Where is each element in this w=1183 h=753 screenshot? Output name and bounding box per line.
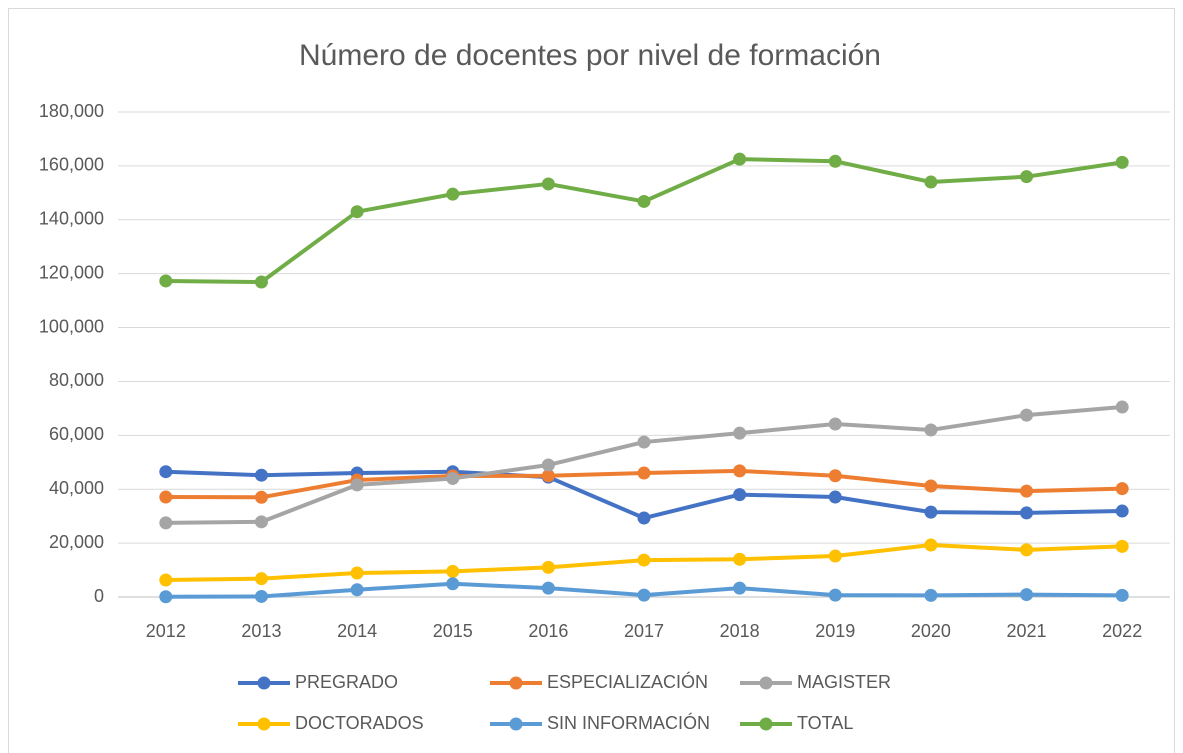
data-point — [254, 589, 268, 603]
data-point — [637, 553, 651, 567]
data-point — [1115, 155, 1129, 169]
x-tick-label: 2020 — [911, 621, 951, 641]
data-point — [446, 564, 460, 578]
x-tick-label: 2012 — [146, 621, 186, 641]
x-tick-label: 2015 — [433, 621, 473, 641]
data-point — [637, 511, 651, 525]
data-point — [446, 187, 460, 201]
data-point — [254, 468, 268, 482]
y-tick-label: 180,000 — [39, 101, 104, 121]
data-point — [1020, 588, 1034, 602]
data-point — [828, 417, 842, 431]
data-point — [541, 458, 555, 472]
data-point — [350, 566, 364, 580]
data-point — [1115, 504, 1129, 518]
x-tick-label: 2014 — [337, 621, 377, 641]
data-point — [828, 490, 842, 504]
data-point — [828, 154, 842, 168]
data-point — [159, 516, 173, 530]
y-tick-label: 20,000 — [49, 532, 104, 552]
data-point — [254, 572, 268, 586]
data-point — [350, 583, 364, 597]
data-point — [1115, 539, 1129, 553]
x-tick-label: 2017 — [624, 621, 664, 641]
x-tick-label: 2019 — [815, 621, 855, 641]
data-point — [828, 549, 842, 563]
data-point — [350, 478, 364, 492]
data-point — [924, 175, 938, 189]
legend-label: MAGISTER — [797, 672, 891, 692]
y-tick-label: 160,000 — [39, 155, 104, 175]
y-tick-label: 60,000 — [49, 424, 104, 444]
data-point — [159, 490, 173, 504]
data-point — [1115, 482, 1129, 496]
chart-border — [8, 8, 1175, 753]
chart-title: Número de docentes por nivel de formació… — [299, 39, 881, 72]
data-point — [733, 426, 747, 440]
legend-label: PREGRADO — [295, 672, 398, 692]
data-point — [924, 505, 938, 519]
legend-label: SIN INFORMACIÓN — [547, 712, 710, 733]
x-tick-label: 2013 — [241, 621, 281, 641]
data-point — [1020, 484, 1034, 498]
x-tick-label: 2021 — [1007, 621, 1047, 641]
legend-marker — [257, 676, 271, 690]
data-point — [350, 205, 364, 219]
data-point — [733, 552, 747, 566]
legend-label: TOTAL — [797, 713, 853, 733]
data-point — [254, 490, 268, 504]
data-point — [541, 581, 555, 595]
data-point — [1020, 543, 1034, 557]
data-point — [541, 177, 555, 191]
y-tick-label: 40,000 — [49, 478, 104, 498]
y-tick-label: 100,000 — [39, 316, 104, 336]
data-point — [924, 588, 938, 602]
legend-marker — [509, 717, 523, 731]
data-point — [924, 538, 938, 552]
data-point — [446, 577, 460, 591]
legend-marker — [759, 717, 773, 731]
data-point — [446, 471, 460, 485]
x-tick-label: 2018 — [720, 621, 760, 641]
y-tick-label: 0 — [94, 586, 104, 606]
data-point — [1020, 408, 1034, 422]
data-point — [159, 274, 173, 288]
data-point — [924, 423, 938, 437]
legend-marker — [257, 717, 271, 731]
data-point — [541, 469, 555, 483]
data-point — [828, 588, 842, 602]
legend-marker — [509, 676, 523, 690]
data-point — [733, 581, 747, 595]
x-tick-label: 2022 — [1102, 621, 1142, 641]
data-point — [254, 275, 268, 289]
data-point — [637, 194, 651, 208]
data-point — [254, 515, 268, 529]
legend-marker — [759, 676, 773, 690]
data-point — [828, 469, 842, 483]
data-point — [1115, 588, 1129, 602]
data-point — [637, 435, 651, 449]
data-point — [541, 560, 555, 574]
data-point — [924, 479, 938, 493]
data-point — [159, 590, 173, 604]
data-point — [1020, 170, 1034, 184]
data-point — [159, 573, 173, 587]
data-point — [733, 488, 747, 502]
data-point — [1020, 506, 1034, 520]
legend-label: ESPECIALIZACIÓN — [547, 671, 708, 692]
y-tick-label: 120,000 — [39, 262, 104, 282]
data-point — [733, 152, 747, 166]
legend-label: DOCTORADOS — [295, 713, 424, 733]
y-tick-label: 140,000 — [39, 209, 104, 229]
x-tick-label: 2016 — [528, 621, 568, 641]
data-point — [159, 465, 173, 479]
data-point — [733, 464, 747, 478]
data-point — [637, 466, 651, 480]
data-point — [637, 588, 651, 602]
data-point — [1115, 400, 1129, 414]
y-tick-label: 80,000 — [49, 370, 104, 390]
